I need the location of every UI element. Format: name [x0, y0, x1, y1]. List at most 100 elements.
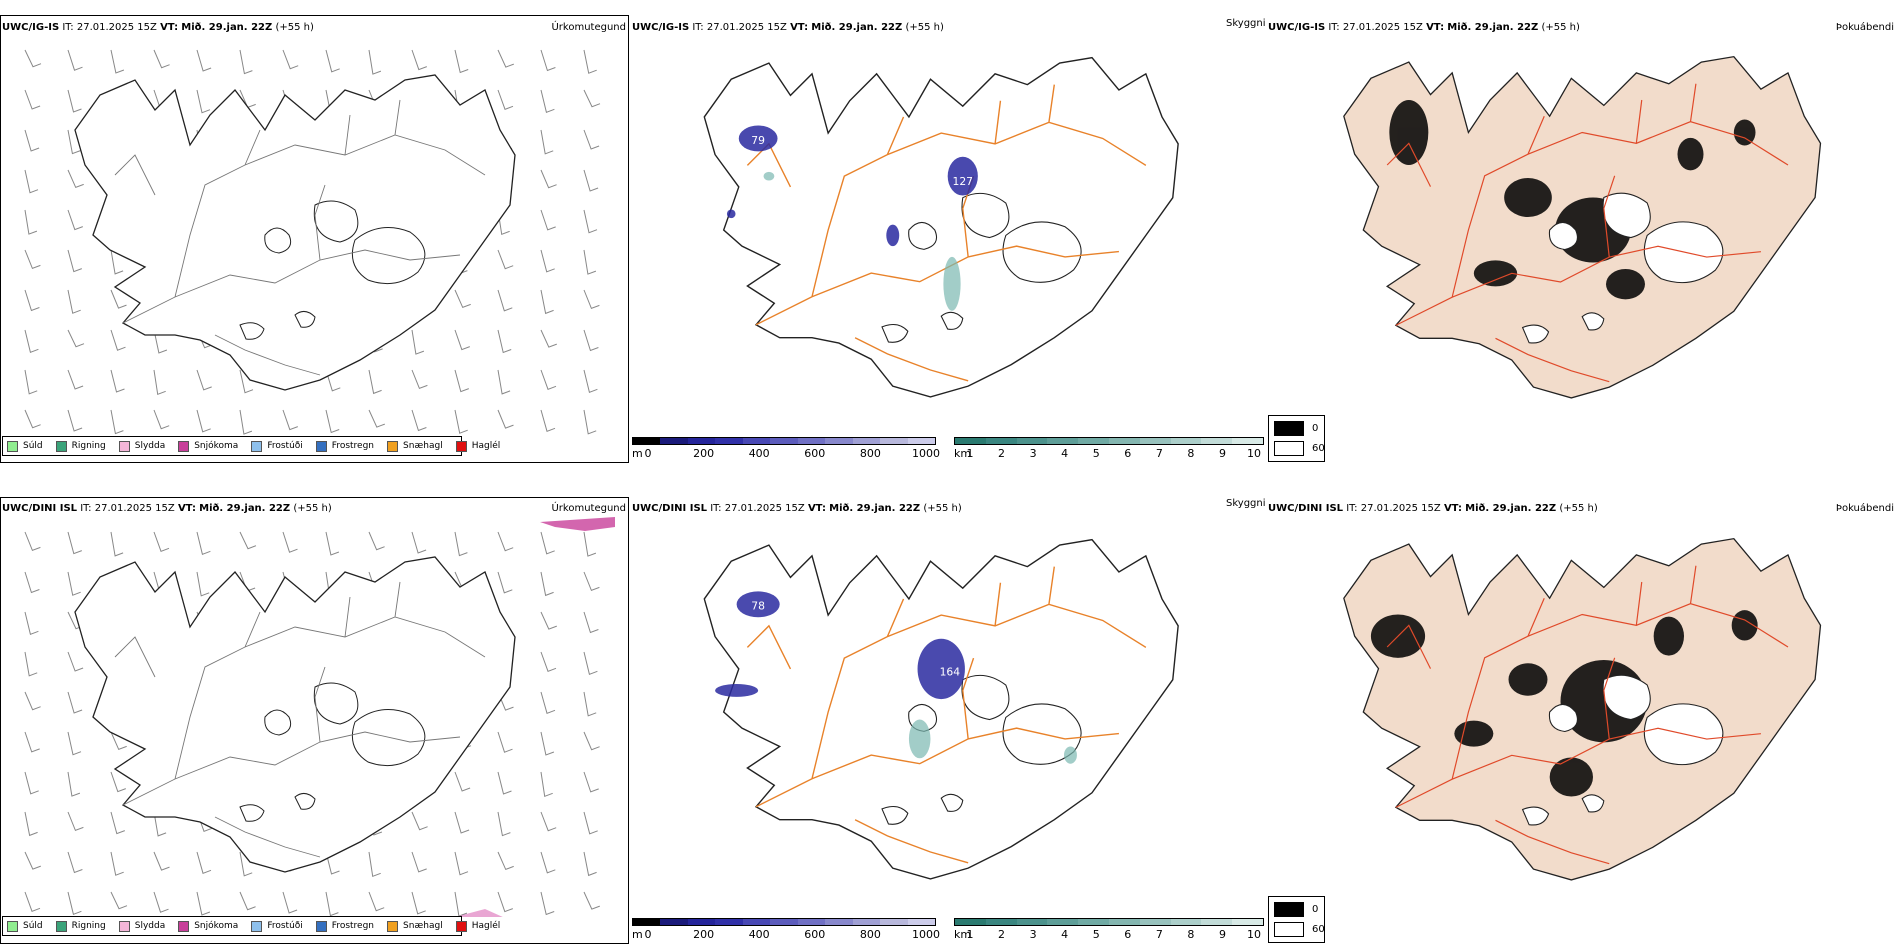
wind-barb [325, 49, 340, 73]
panel-title: Úrkomutegund [551, 503, 626, 514]
legend-swatch [118, 920, 130, 932]
colorbar-cells [632, 918, 936, 926]
legend-item: Slydda [118, 440, 166, 452]
colorbar-cell [907, 919, 935, 925]
legend-label: Rigning [71, 441, 106, 451]
valid-time: Mið. 29.jan. 22Z [1465, 503, 1557, 514]
legend-label: Frostúði [267, 441, 303, 451]
snow-area [540, 517, 615, 531]
wind-barb [67, 851, 83, 874]
legend-swatch [118, 440, 130, 452]
height-colorbar: m 0 200 400 600 800 1000 [632, 918, 940, 948]
fog-legend-swatch [1274, 902, 1304, 917]
model-name: UWC/DINI ISL [1268, 503, 1344, 514]
colorbar-tick: 5 [1092, 447, 1100, 460]
wind-barb [282, 531, 298, 553]
wind-barb [540, 129, 554, 155]
wind-barb [24, 49, 42, 68]
wind-barb [497, 89, 514, 110]
vt-label: VT: [177, 503, 196, 514]
wind-barb [110, 249, 124, 275]
wind-barb [153, 531, 170, 552]
wind-barb [497, 771, 512, 795]
wind-barb [110, 369, 125, 393]
legend-item: Snjókoma [178, 920, 238, 932]
wind-barb [497, 249, 514, 270]
wind-barb [368, 409, 385, 428]
panel-header: UWC/IG-IS IT: 27.01.2025 15Z VT: Mið. 29… [632, 22, 944, 34]
colorbar-tick: 0 [644, 928, 652, 941]
wind-barb [67, 49, 83, 71]
vt-label: VT: [807, 503, 826, 514]
lead-time: (+55 h) [293, 503, 332, 514]
legend-label: Slydda [134, 921, 166, 931]
valid-time: Mið. 29.jan. 22Z [829, 503, 921, 514]
wind-barb [454, 851, 469, 876]
wind-barb [24, 329, 39, 353]
wind-barb [24, 651, 38, 677]
wind-barb [24, 209, 38, 235]
colorbar-tick: 3 [1029, 447, 1037, 460]
legend-label: Snæhagl [403, 921, 443, 931]
wind-barb [540, 289, 554, 315]
wind-barb [110, 409, 124, 435]
colorbar-tick: 400 [748, 928, 770, 941]
colorbar-cell [770, 438, 798, 444]
bottom-fog-panel: UWC/DINI ISL IT: 27.01.2025 15Z VT: Mið.… [1268, 482, 1900, 950]
init-time: 27.01.2025 15Z [1360, 503, 1441, 514]
wind-barb [411, 49, 427, 71]
model-name: UWC/IG-IS [2, 22, 60, 33]
colorbar-cell [1170, 438, 1202, 444]
colorbar-tick: 200 [693, 928, 715, 941]
wind-barb [196, 409, 211, 433]
colorbar-cell [1078, 919, 1109, 925]
model-name: UWC/IG-IS [1268, 22, 1326, 33]
visibility-blobs [763, 171, 961, 311]
colorbar-cell [1201, 438, 1233, 444]
wind-barb [67, 771, 81, 797]
legend-item: Frostregn [315, 920, 374, 932]
colorbar-cell [797, 438, 826, 444]
legend-label: Súld [23, 441, 43, 451]
wind-barb [583, 249, 597, 275]
wind-barb [153, 369, 166, 395]
legend-label: Súld [23, 921, 43, 931]
wind-barb [583, 651, 598, 675]
precip-map [24, 517, 615, 917]
lead-time: (+55 h) [1541, 22, 1580, 33]
height-colorbar: m 0 200 400 600 800 1000 [632, 437, 940, 467]
bottom-visibility-panel: UWC/DINI ISL IT: 27.01.2025 15Z VT: Mið.… [632, 482, 1266, 950]
colorbar-cell [770, 919, 798, 925]
legend-label: Slydda [134, 441, 166, 451]
colorbar-unit: m [632, 928, 643, 941]
wind-barb [325, 409, 340, 434]
wind-barb [411, 531, 427, 554]
legend-label: Haglél [471, 921, 501, 931]
wind-barb [110, 891, 128, 910]
colorbar-cells [954, 437, 1264, 445]
legend-item: Súld [7, 440, 43, 452]
colorbar-tick: 200 [693, 447, 715, 460]
wind-barb [24, 891, 41, 912]
precip-map [24, 49, 601, 435]
legend-item: Snæhagl [387, 920, 443, 932]
valid-time: Mið. 29.jan. 22Z [199, 503, 291, 514]
colorbar-tick: 1000 [912, 928, 940, 941]
fog-map [1343, 56, 1822, 399]
wind-barb [67, 289, 81, 314]
wind-barb [454, 409, 468, 434]
colorbar-cell [633, 919, 661, 925]
wind-barb [110, 771, 126, 793]
colorbar-cell [825, 919, 853, 925]
legend-swatch [315, 440, 327, 452]
colorbar-tick: 600 [804, 447, 826, 460]
panel-header: UWC/DINI ISL IT: 27.01.2025 15Z VT: Mið.… [2, 503, 332, 515]
colorbar-tick: 800 [859, 447, 881, 460]
wind-barb [196, 89, 211, 114]
vt-label: VT: [160, 22, 179, 33]
colorbar-cell [880, 919, 908, 925]
wind-barb [454, 369, 469, 393]
wind-barb [153, 49, 170, 69]
wind-barb [411, 409, 427, 432]
wind-barb [153, 851, 170, 871]
